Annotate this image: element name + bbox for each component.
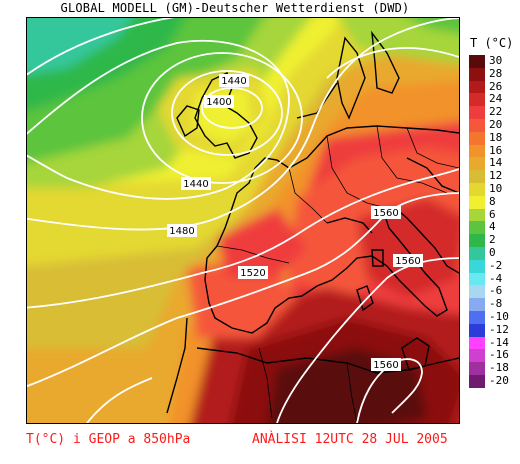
svg-text:1440: 1440	[183, 179, 208, 190]
isoline-label: 1400	[204, 95, 234, 108]
legend-label: -14	[489, 335, 509, 349]
legend-swatch	[469, 285, 485, 299]
legend-label: 4	[489, 220, 496, 234]
temperature-map: 1440 1400 1440 1480 1520	[26, 17, 460, 424]
legend-label: 2	[489, 233, 496, 247]
svg-text:1400: 1400	[206, 97, 231, 108]
legend-label: 26	[489, 79, 503, 93]
legend-label: 8	[489, 194, 496, 208]
legend-label: 16	[489, 143, 503, 157]
legend-swatch	[469, 67, 485, 82]
legend-label: 28	[489, 66, 503, 80]
legend-label: 24	[489, 92, 503, 106]
legend-label: 12	[489, 169, 503, 183]
legend-label: 0	[489, 246, 496, 259]
legend-label: 30	[489, 54, 503, 67]
svg-text:1560: 1560	[395, 256, 420, 267]
svg-text:1480: 1480	[169, 226, 194, 237]
legend-label: -18	[489, 361, 509, 375]
isoline-label: 1480	[167, 224, 197, 237]
legend-label: 18	[489, 130, 503, 144]
legend-swatch	[469, 183, 485, 197]
legend-label: -4	[489, 271, 503, 285]
legend-swatch	[469, 234, 485, 248]
footer-analysis-time: ANÀLISI 12UTC 28 JUL 2005	[252, 432, 448, 447]
legend-swatch	[469, 311, 485, 325]
legend-label: -10	[489, 310, 509, 323]
legend-swatch	[469, 119, 485, 133]
legend-label: 22	[489, 105, 503, 119]
legend-label: -2	[489, 258, 503, 272]
legend-swatch	[469, 195, 485, 210]
svg-text:1520: 1520	[240, 268, 265, 279]
legend-label: -12	[489, 322, 509, 336]
isoline-label: 1440	[181, 177, 211, 190]
legend-label: 10	[489, 182, 503, 195]
legend-swatch	[469, 106, 485, 120]
legend-swatch	[469, 336, 485, 350]
legend-swatch	[469, 323, 485, 338]
legend-label: 14	[489, 156, 503, 170]
legend-swatch	[469, 375, 485, 389]
legend-swatch	[469, 131, 485, 146]
legend-swatch	[469, 247, 485, 261]
svg-text:1560: 1560	[373, 208, 398, 219]
map-canvas: 1440 1400 1440 1480 1520	[27, 18, 459, 423]
legend-label: -6	[489, 284, 503, 298]
svg-text:1560: 1560	[373, 360, 398, 371]
legend-swatch	[469, 349, 485, 363]
legend-swatch	[469, 221, 485, 235]
isoline-label: 1560	[393, 254, 423, 267]
legend-swatch	[469, 55, 485, 69]
legend-swatch	[469, 208, 485, 222]
legend-title: T (°C)	[470, 36, 514, 50]
legend-label: 6	[489, 207, 496, 221]
legend-swatch	[469, 80, 485, 94]
isoline-label: 1560	[371, 206, 401, 219]
legend-swatch	[469, 272, 485, 286]
isoline-labels: 1440 1400 1440 1480 1520	[167, 74, 423, 371]
legend-label: -8	[489, 297, 503, 311]
legend-swatch	[469, 362, 485, 376]
legend-label: 20	[489, 118, 503, 131]
isoline-label: 1440	[219, 74, 249, 87]
isoline-label: 1560	[371, 358, 401, 371]
footer-variable: T(°C) i GEOP a 850hPa	[26, 432, 191, 447]
legend-swatch	[469, 170, 485, 184]
map-title: GLOBAL MODELL (GM)-Deutscher Wetterdiens…	[60, 1, 410, 15]
legend-swatch	[469, 144, 485, 158]
legend-label: -16	[489, 348, 509, 362]
legend-swatch	[469, 93, 485, 107]
borders	[216, 125, 459, 423]
coastlines	[166, 30, 459, 414]
legend-label: -20	[489, 374, 509, 387]
isoline-label: 1520	[238, 266, 268, 279]
legend-swatch	[469, 298, 485, 312]
legend-swatch	[469, 259, 485, 274]
svg-text:1440: 1440	[221, 76, 246, 87]
legend-swatch	[469, 157, 485, 171]
